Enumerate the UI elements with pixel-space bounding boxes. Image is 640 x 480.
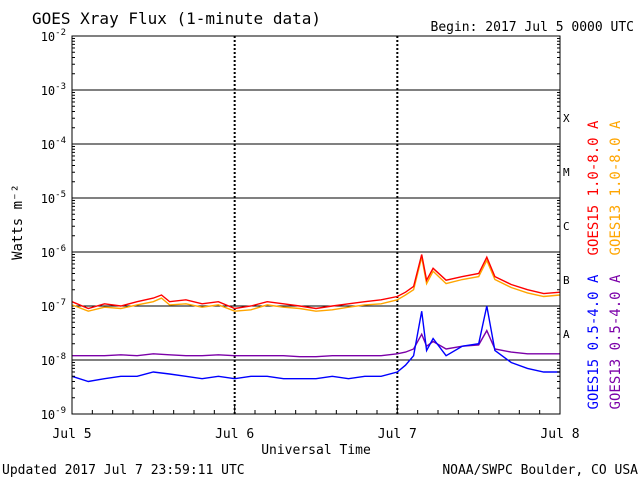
axis-layer: 10-2 10-3 10-4 10-5 10-6 10-7 10-8 10-9 Jul 5 Jul… [41, 28, 580, 442]
flare-class-label: M [563, 166, 570, 179]
series-line-0 [71, 254, 561, 310]
y-tick-label: 10-5 [41, 190, 66, 206]
y-tick-label: 10-9 [41, 406, 66, 422]
x-axis-label: Universal Time [261, 443, 371, 458]
updated-timestamp: Updated 2017 Jul 7 23:59:11 UTC [2, 463, 245, 478]
y-axis-label: Watts m⁻² [10, 184, 26, 260]
y-tick-label: 10-4 [41, 136, 66, 152]
grid-layer [72, 36, 560, 414]
y-tick-label: 10-8 [41, 352, 66, 368]
legend-entry: GOES15 0.5-4.0 A [586, 274, 602, 409]
series-layer [71, 254, 561, 383]
y-tick-label: 10-7 [41, 298, 66, 314]
series-line-1 [71, 257, 561, 312]
x-tick-label: Jul 8 [540, 427, 579, 442]
flare-class-label: C [563, 220, 570, 233]
series-line-2 [71, 305, 560, 383]
chart-title: GOES Xray Flux (1-minute data) [32, 9, 321, 28]
y-tick-label: 10-3 [41, 82, 66, 98]
flare-class-label: A [563, 328, 570, 341]
begin-label: Begin: 2017 Jul 5 0000 UTC [431, 20, 635, 35]
flare-class-label: X [563, 112, 570, 125]
y-tick-label: 10-2 [41, 28, 66, 44]
x-tick-label: Jul 7 [378, 427, 417, 442]
source-credit: NOAA/SWPC Boulder, CO USA [442, 463, 638, 478]
x-tick-label: Jul 5 [52, 427, 91, 442]
legend: GOES15 1.0-8.0 A GOES13 1.0-8.0 A GOES15 0… [586, 120, 624, 409]
flare-class-label: B [563, 274, 570, 287]
series-line-3 [72, 329, 560, 358]
legend-entry: GOES15 1.0-8.0 A [586, 120, 602, 255]
x-tick-label: Jul 6 [215, 427, 254, 442]
legend-entry: GOES13 1.0-8.0 A [608, 120, 624, 255]
y-tick-label: 10-6 [41, 244, 66, 260]
legend-entry: GOES13 0.5-4.0 A [608, 274, 624, 409]
